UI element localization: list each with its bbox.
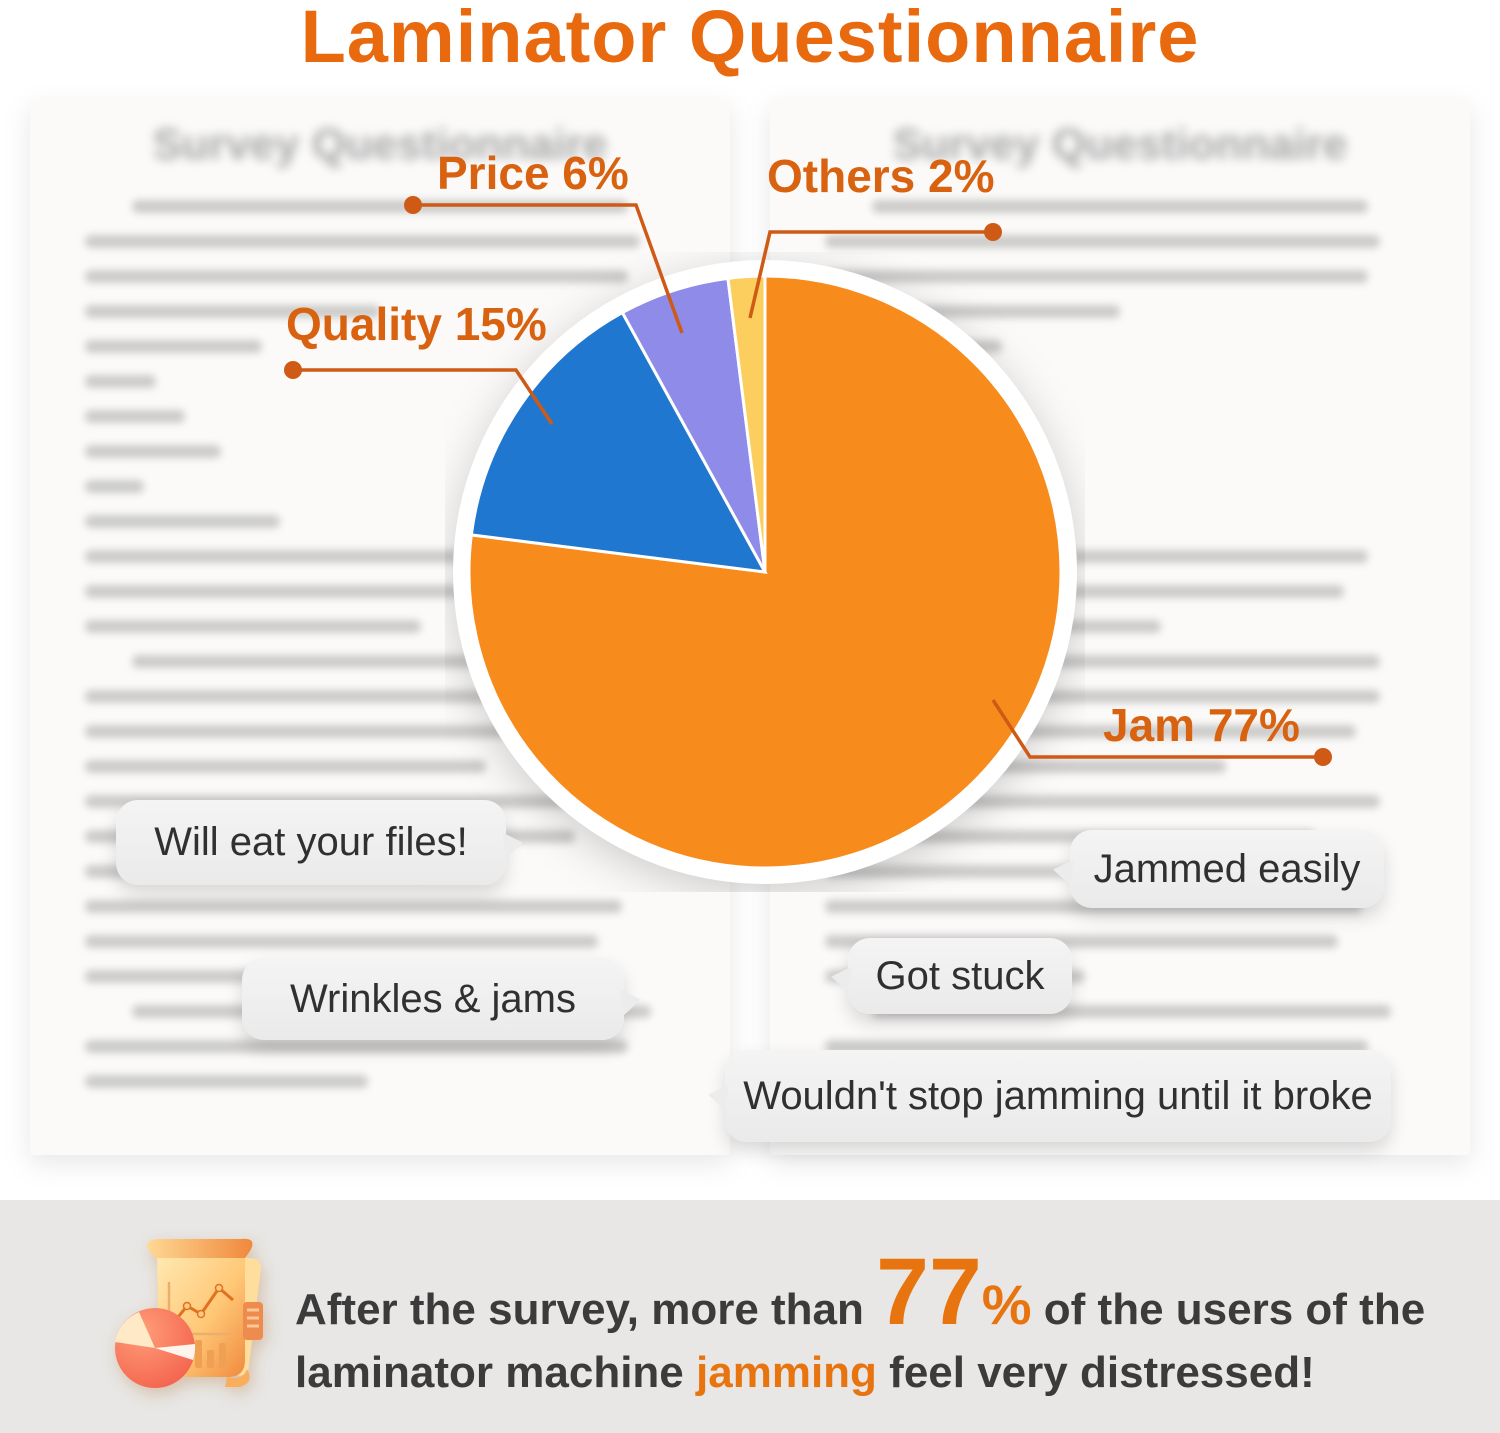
blurred-text-line <box>132 200 628 213</box>
quote-bubble: Wrinkles & jams <box>242 958 624 1040</box>
pie-slices-group <box>467 274 1063 870</box>
quote-text: Jammed easily <box>1093 846 1361 891</box>
quote-text: Got stuck <box>875 953 1045 998</box>
blurred-text-line <box>85 760 487 773</box>
icon-scroll-top-curl <box>147 1238 253 1258</box>
footer-line-1: After the survey, more than 77% of the u… <box>295 1239 1426 1345</box>
quote-text: Wrinkles & jams <box>290 976 576 1021</box>
footer-summary: After the survey, more than 77% of the u… <box>295 1228 1425 1395</box>
blurred-text-line <box>85 1075 369 1088</box>
page-heading-left: Survey Questionnaire <box>152 120 608 169</box>
footer-text-segment: of the users of the <box>1031 1285 1426 1334</box>
blurred-text-line <box>85 410 186 423</box>
footer-text-segment: laminator machine <box>295 1348 697 1397</box>
report-document-icon <box>115 1238 263 1388</box>
blurred-text-line <box>872 200 1368 213</box>
footer-text-segment: After the survey, more than <box>295 1285 877 1334</box>
others-slice-label: Others 2% <box>767 150 995 202</box>
blurred-text-line <box>85 305 380 318</box>
footer-band: After the survey, more than 77% of the u… <box>0 1200 1500 1433</box>
quote-bubble: Will eat your files! <box>116 800 506 885</box>
blurred-text-line <box>85 375 156 388</box>
blurred-text-line <box>85 1040 628 1053</box>
icon-scroll-bottom-curl <box>225 1369 250 1387</box>
icon-line-chart-dots <box>182 1283 224 1319</box>
footer-text-segment: feel very distressed! <box>876 1348 1315 1397</box>
page-title: Laminator Questionnaire <box>300 0 1200 78</box>
quote-bubble: Wouldn't stop jamming until it broke <box>725 1050 1391 1142</box>
jam-slice-label: Jam 77% <box>1103 699 1300 751</box>
quote-text: Wouldn't stop jamming until it broke <box>743 1073 1373 1118</box>
quote-bubble: Got stuck <box>848 938 1072 1014</box>
blurred-text-line <box>85 620 422 633</box>
icon-side-tab <box>243 1302 263 1340</box>
footer-highlight-number: 77 <box>876 1239 982 1345</box>
blurred-text-line <box>85 725 616 738</box>
blurred-text-line <box>85 935 599 948</box>
blurred-text-line <box>85 515 280 528</box>
blurred-text-line <box>85 235 640 248</box>
blurred-text-line <box>85 900 622 913</box>
page-heading-right: Survey Questionnaire <box>892 120 1348 169</box>
quote-text: Will eat your files! <box>154 820 468 864</box>
blurred-text-line <box>85 480 144 493</box>
icon-pie-chart <box>115 1308 196 1388</box>
footer-highlight-percent: % <box>981 1273 1032 1336</box>
price-slice-label: Price 6% <box>437 147 629 199</box>
footer-line-2: laminator machine jamming feel very dist… <box>295 1351 1425 1395</box>
quality-slice-label: Quality 15% <box>286 298 547 350</box>
blurred-text-line <box>85 445 221 458</box>
quote-bubble: Jammed easily <box>1070 830 1384 908</box>
footer-highlight-word: jamming <box>696 1348 877 1397</box>
blurred-text-line <box>85 340 262 353</box>
blurred-text-line <box>825 235 1380 248</box>
